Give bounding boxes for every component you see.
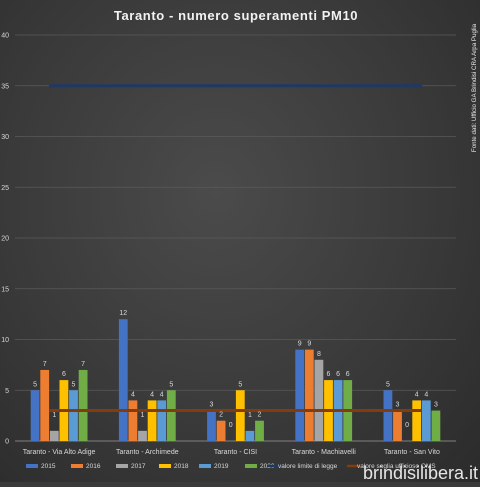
y-tick-label-5: 5 (5, 388, 9, 395)
bar-2019-0 (69, 390, 78, 441)
data-label-2018-4: 4 (415, 391, 419, 398)
data-label-2020-2: 2 (258, 412, 262, 419)
legend: 2015 2016 2017 2018 2019 2020 valore limite di… (26, 463, 436, 470)
bar-2017-0 (49, 430, 59, 441)
data-label-2019-4: 4 (424, 391, 428, 398)
data-label-2016-4: 3 (396, 402, 400, 409)
legend-swatch-2016 (71, 464, 83, 468)
y-tick-label-0: 0 (5, 439, 9, 446)
y-tick-label-35: 35 (1, 83, 9, 90)
data-label-2020-4: 3 (434, 402, 438, 409)
category-label-2: Taranto - CISI (214, 449, 257, 456)
data-label-2016-1: 4 (131, 391, 135, 398)
data-label-2018-2: 5 (238, 381, 242, 388)
bar-2019-2 (245, 430, 255, 441)
bar-2017-1 (138, 430, 147, 441)
legend-swatch-2020 (245, 464, 257, 468)
data-label-2019-0: 5 (72, 381, 76, 388)
y-axis-ticks: 0 5 10 15 20 25 30 35 40 (1, 33, 9, 446)
data-label-2015-3: 9 (298, 341, 302, 348)
y-tick-label-30: 30 (1, 134, 9, 141)
y-tick-label-25: 25 (1, 185, 9, 192)
bar-2019-4 (421, 400, 431, 441)
data-label-2020-1: 5 (169, 381, 173, 388)
legend-label-2019: 2019 (214, 463, 229, 470)
data-label-2016-3: 9 (307, 341, 311, 348)
bar-2015-3 (295, 349, 305, 441)
y-tick-label-40: 40 (1, 33, 9, 40)
bar-2016-2 (216, 420, 226, 441)
category-label-1: Taranto - Archimede (116, 449, 179, 456)
data-label-2018-3: 6 (327, 371, 331, 378)
data-label-2016-0: 7 (43, 361, 47, 368)
bar-2015-1 (118, 319, 128, 441)
data-label-2016-2: 2 (219, 412, 223, 419)
bar-2016-4 (393, 410, 402, 441)
data-label-2017-0: 1 (52, 412, 56, 419)
bar-2018-1 (147, 400, 157, 441)
legend-label-ref-1: valore soglia ufficioso OMS (357, 463, 436, 470)
legend-label-2016: 2016 (86, 463, 101, 470)
legend-swatch-2015 (26, 464, 38, 468)
legend-label-2020: 2020 (260, 463, 275, 470)
legend-label-ref-0: valore limite di legge (278, 463, 338, 470)
bar-2017-3 (314, 359, 324, 441)
legend-label-2018: 2018 (174, 463, 189, 470)
bar-2020-2 (255, 420, 264, 441)
bar-2018-2 (235, 390, 245, 441)
data-label-2020-3: 6 (346, 371, 350, 378)
data-label-2015-0: 5 (33, 381, 37, 388)
category-label-0: Taranto - Via Alto Adige (23, 449, 96, 456)
data-label-2015-1: 12 (119, 310, 127, 317)
x-axis-categories: Taranto - Via Alto Adige Taranto - Archim… (23, 449, 440, 456)
category-label-3: Taranto - Machiavelli (292, 449, 357, 456)
bar-2020-1 (166, 390, 176, 441)
source-note: Fonte dati: Ufficio GA Brindisi CRA Arpa… (471, 23, 478, 152)
bar-2016-0 (40, 369, 50, 441)
y-tick-label-20: 20 (1, 236, 9, 243)
data-label-2017-1: 1 (141, 412, 145, 419)
bar-2019-1 (157, 400, 167, 441)
legend-swatch-2019 (199, 464, 211, 468)
bar-2015-4 (383, 390, 393, 441)
data-label-2019-3: 6 (336, 371, 340, 378)
data-label-2015-2: 3 (210, 402, 214, 409)
bars (30, 319, 441, 441)
data-label-2015-4: 5 (386, 381, 390, 388)
bar-2015-0 (30, 390, 40, 441)
bar-2018-4 (412, 400, 422, 441)
reference-lines (49, 84, 422, 413)
y-tick-label-15: 15 (1, 286, 9, 293)
data-label-2019-2: 1 (248, 412, 252, 419)
legend-swatch-2017 (116, 464, 128, 468)
data-label-2017-4: 0 (405, 422, 409, 429)
data-label-2020-0: 7 (81, 361, 85, 368)
legend-label-2015: 2015 (41, 463, 56, 470)
bar-2020-0 (78, 369, 88, 441)
chart-title: Taranto - numero superamenti PM10 (114, 8, 358, 23)
y-tick-label-10: 10 (1, 337, 9, 344)
legend-label-2017: 2017 (131, 463, 146, 470)
bar-2016-1 (128, 400, 138, 441)
data-label-2017-3: 8 (317, 351, 321, 358)
bar-2020-4 (431, 410, 441, 441)
data-label-2018-1: 4 (150, 391, 154, 398)
data-label-2019-1: 4 (160, 391, 164, 398)
data-label-2017-2: 0 (229, 422, 233, 429)
gridlines (15, 34, 456, 442)
watermark: brindisilibera.it (363, 463, 478, 482)
bar-2015-2 (207, 410, 216, 441)
legend-swatch-2018 (159, 464, 171, 468)
data-label-2018-0: 6 (62, 371, 66, 378)
category-label-4: Taranto - San Vito (384, 449, 440, 456)
bar-2016-3 (304, 349, 314, 441)
